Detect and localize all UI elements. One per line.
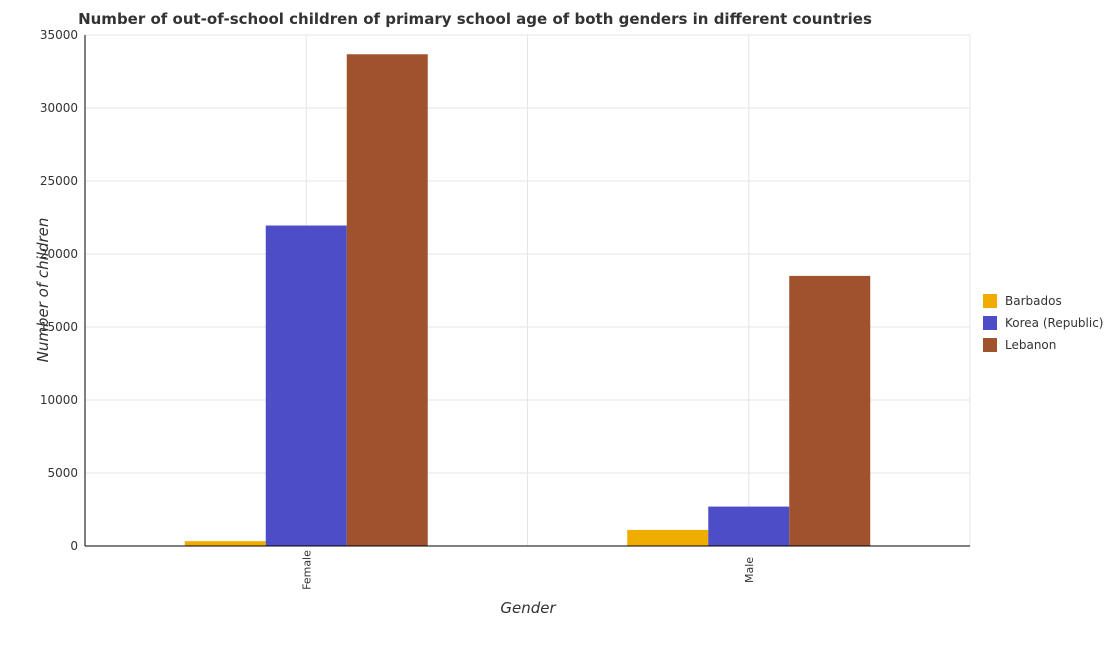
bar-lebanon-male	[789, 275, 871, 546]
x-tick-label: Male	[743, 557, 756, 583]
bar-barbados-male	[627, 529, 709, 546]
legend-label: Barbados	[1005, 294, 1062, 308]
y-tick-label: 5000	[47, 466, 78, 480]
legend-label: Lebanon	[1005, 338, 1056, 352]
bar-lebanon-female	[346, 54, 428, 546]
axis-layer: 0 5000 10000 15000 20000 25000 30000 35000 Femal…	[40, 28, 970, 590]
bars-layer	[184, 54, 871, 546]
y-tick-label: 35000	[40, 28, 78, 42]
legend-swatch	[983, 338, 997, 352]
legend-swatch	[983, 316, 997, 330]
y-tick-label: 20000	[40, 247, 78, 261]
legend: Barbados Korea (Republic) Lebanon	[983, 294, 1103, 352]
y-tick-label: 0	[70, 539, 78, 553]
y-tick-label: 30000	[40, 101, 78, 115]
y-axis-label: Number of children	[34, 218, 52, 363]
x-axis-label: Gender	[500, 599, 556, 617]
y-tick-label: 10000	[40, 393, 78, 407]
legend-swatch	[983, 294, 997, 308]
chart-title: Number of out-of-school children of prim…	[78, 10, 872, 28]
bar-barbados-female	[184, 541, 266, 546]
bar-korea-republic-male	[708, 506, 790, 546]
legend-label: Korea (Republic)	[1005, 316, 1103, 330]
y-tick-label: 15000	[40, 320, 78, 334]
x-tick-label: Female	[300, 550, 313, 590]
bar-korea-republic-female	[265, 225, 347, 546]
y-tick-label: 25000	[40, 174, 78, 188]
